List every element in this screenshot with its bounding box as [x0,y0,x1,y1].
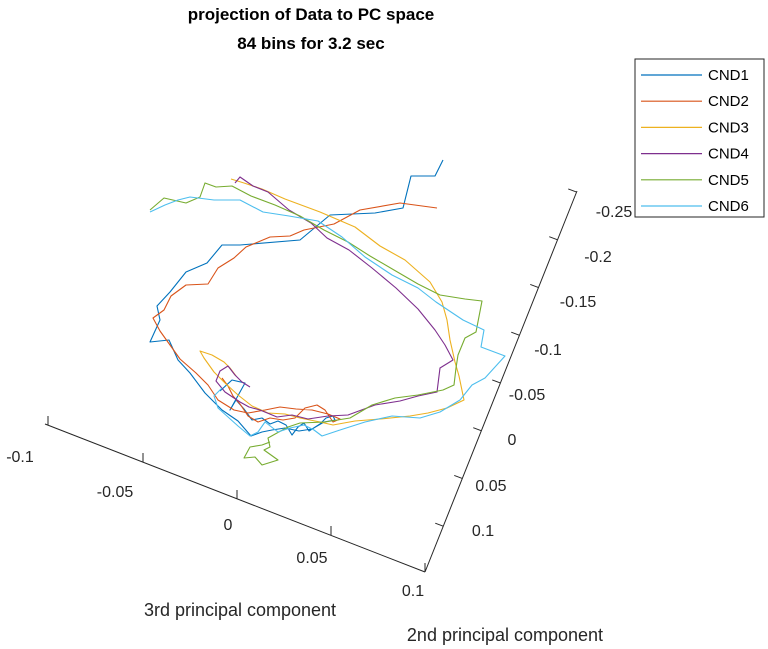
data-series [149,159,506,466]
right-tick-label: -0.1 [534,342,562,359]
front-right-axis-ticks: 0.1 0.05 0 -0.05 -0.1 -0.15 -0.2 -0.25 [435,188,633,540]
right-tick-mark [549,236,558,241]
chart-title-line-1: projection of Data to PC space [188,5,435,24]
x-axis-label: 3rd principal component [144,600,336,620]
right-tick-mark [511,331,520,336]
plot-axes: -0.1 -0.05 0 0.05 0.1 0.1 0.05 0 -0.05 -0.1 -0.15… [6,188,633,600]
series-line-cnd2 [152,202,438,423]
right-tick-label: -0.25 [596,204,633,221]
series-line-cnd3 [199,178,465,426]
left-tick-label: -0.05 [97,484,134,501]
legend-label: CND3 [708,119,749,136]
right-tick-mark [473,427,482,432]
right-tick-mark [492,379,501,384]
left-tick-label: -0.1 [6,449,34,466]
right-tick-mark [435,522,444,527]
legend-label: CND4 [708,146,749,163]
right-tick-mark [530,283,539,288]
right-tick-label: -0.05 [509,387,546,404]
front-right-axis-line [424,190,578,573]
series-line-cnd4 [215,176,454,420]
right-tick-label: 0.1 [472,523,494,540]
left-tick-label: 0.05 [296,550,327,567]
legend-box [634,58,765,218]
right-tick-label: 0.05 [475,478,506,495]
left-tick-label: 0.1 [402,583,424,600]
chart-title-line-2: 84 bins for 3.2 sec [237,34,384,53]
series-line-cnd6 [149,196,506,437]
series-line-cnd1 [149,159,444,437]
legend-label: CND2 [708,93,749,110]
legend-label: CND5 [708,172,749,189]
left-tick-label: 0 [224,517,233,534]
right-tick-label: -0.15 [560,294,597,311]
front-left-axis-line [44,423,426,573]
right-tick-mark [568,188,577,193]
y-axis-label: 2nd principal component [407,625,603,645]
front-left-axis-ticks: -0.1 -0.05 0 0.05 0.1 [6,416,426,600]
chart-legend: CND1 CND2 CND3 CND4 CND5 CND6 [634,58,765,218]
right-tick-label: 0 [508,432,517,449]
right-tick-label: -0.2 [584,249,612,266]
legend-label: CND6 [708,198,749,215]
series-line-cnd5 [149,182,483,466]
right-tick-mark [454,474,463,479]
legend-label: CND1 [708,67,749,84]
